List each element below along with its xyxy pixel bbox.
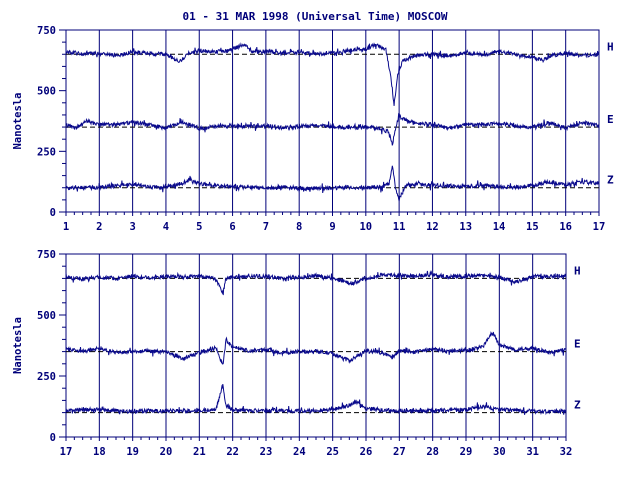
x-tick-label: 27 [393,446,406,458]
trace-h [65,42,600,106]
y-tick-label: 750 [37,249,56,261]
x-tick-label: 11 [393,221,406,233]
x-tick-label: 14 [493,221,506,233]
component-label-h: H [574,264,581,277]
x-tick-label: 24 [293,446,306,458]
x-tick-label: 3 [129,221,135,233]
component-label-e: E [607,113,614,126]
trace-e [65,112,600,146]
x-tick-label: 8 [296,221,302,233]
x-tick-label: 1 [63,221,69,233]
component-label-e: E [574,338,581,351]
x-tick-label: 9 [329,221,335,233]
trace-z [65,384,567,416]
x-tick-label: 10 [359,221,372,233]
x-tick-label: 30 [493,446,506,458]
panel-2: 17 18 19 20 21 22 23 24 25 26 27 28 29 30 31 32 0 250 500 7… [12,249,581,458]
x-tick-label: 13 [459,221,472,233]
panels: 1 2 3 4 5 6 7 8 9 10 11 12 13 14 15 16 170250500750Nanot… [12,25,614,458]
y-tick-label: 500 [37,86,56,98]
component-label-h: H [607,40,614,53]
component-label-z: Z [574,399,581,412]
x-tick-label: 2 [96,221,102,233]
x-tick-label: 25 [326,446,339,458]
x-tick-label: 5 [196,221,202,233]
x-tick-label: 4 [163,221,169,233]
y-tick-label: 250 [37,371,56,383]
x-tick-label: 22 [226,446,239,458]
y-axis-label: Nanotesla [12,93,24,150]
x-tick-label: 19 [126,446,139,458]
panel-1: 1 2 3 4 5 6 7 8 9 10 11 12 13 14 15 16 170250500750Nanot… [12,25,614,233]
x-tick-label: 12 [426,221,439,233]
component-label-z: Z [607,174,614,187]
x-tick-label: 21 [193,446,206,458]
x-tick-label: 31 [526,446,539,458]
x-tick-label: 28 [426,446,439,458]
x-tick-label: 32 [560,446,573,458]
trace-z [65,165,600,202]
figure-title: 01 - 31 MAR 1998 (Universal Time) MOSCOW [183,10,448,23]
y-tick-label: 750 [37,25,56,37]
x-tick-label: 17 [593,221,606,233]
x-tick-label: 18 [93,446,106,458]
x-tick-label: 17 [60,446,73,458]
trace-e [65,331,567,365]
x-tick-label: 15 [526,221,539,233]
x-tick-label: 23 [260,446,273,458]
trace-h [65,270,567,296]
y-tick-label: 0 [50,207,56,219]
y-axis-label: Nanotesla [12,317,24,374]
x-tick-label: 7 [263,221,269,233]
y-tick-label: 0 [50,432,56,444]
x-tick-label: 16 [559,221,572,233]
x-tick-label: 6 [229,221,235,233]
x-tick-label: 26 [360,446,373,458]
x-tick-label: 29 [460,446,473,458]
x-tick-label: 20 [160,446,173,458]
y-tick-label: 250 [37,146,56,158]
y-tick-label: 500 [37,310,56,322]
